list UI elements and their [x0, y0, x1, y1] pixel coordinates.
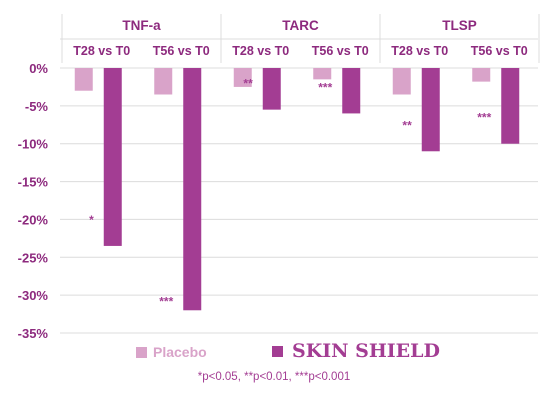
legend-label-placebo: Placebo [153, 344, 207, 360]
significance-marker: * [89, 213, 94, 227]
bar-placebo [233, 68, 252, 87]
y-tick-label: -5% [25, 99, 49, 114]
bar-skin-shield [103, 68, 122, 246]
y-tick-label: -25% [18, 250, 49, 265]
comparison-label: T28 vs T0 [73, 44, 130, 58]
significance-footnote: *p<0.05, **p<0.01, ***p<0.001 [197, 371, 351, 383]
bar-skin-shield [183, 68, 202, 311]
significance-marker: ** [402, 118, 412, 132]
group-header: TNF-a [122, 18, 161, 33]
y-tick-label: -30% [18, 288, 49, 303]
legend-swatch-skin-shield [272, 345, 283, 357]
comparison-label: T56 vs T0 [153, 44, 210, 58]
legend-item-placebo: Placebo [136, 344, 207, 360]
significance-marker: *** [477, 111, 491, 125]
bar-skin-shield [342, 68, 361, 114]
comparison-label: T56 vs T0 [312, 44, 369, 58]
bar-placebo [313, 68, 332, 80]
y-tick-label: -20% [18, 212, 49, 227]
y-tick-label: 0% [29, 61, 48, 76]
significance-marker: *** [318, 80, 332, 94]
bar-placebo [392, 68, 411, 95]
bar-skin-shield [501, 68, 520, 144]
significance-marker: *** [159, 294, 173, 308]
bar-placebo [154, 68, 173, 95]
bar-skin-shield [262, 68, 281, 110]
significance-marker: ** [243, 77, 253, 91]
y-tick-label: -35% [18, 326, 49, 341]
y-tick-label: -10% [18, 137, 49, 152]
comparison-label: T28 vs T0 [391, 44, 448, 58]
chart-legend: Placebo SKIN SHIELD [0, 340, 548, 364]
legend-item-skin-shield: SKIN SHIELD [272, 340, 440, 362]
legend-swatch-placebo [136, 346, 147, 358]
y-tick-label: -15% [18, 175, 49, 190]
legend-label-skin-shield: SKIN SHIELD [292, 340, 440, 362]
group-header: TLSP [442, 18, 477, 33]
bar-placebo [74, 68, 93, 91]
bar-skin-shield [421, 68, 440, 152]
comparison-label: T28 vs T0 [232, 44, 289, 58]
comparison-label: T56 vs T0 [471, 44, 528, 58]
bar-placebo [472, 68, 491, 82]
group-header: TARC [282, 18, 319, 33]
